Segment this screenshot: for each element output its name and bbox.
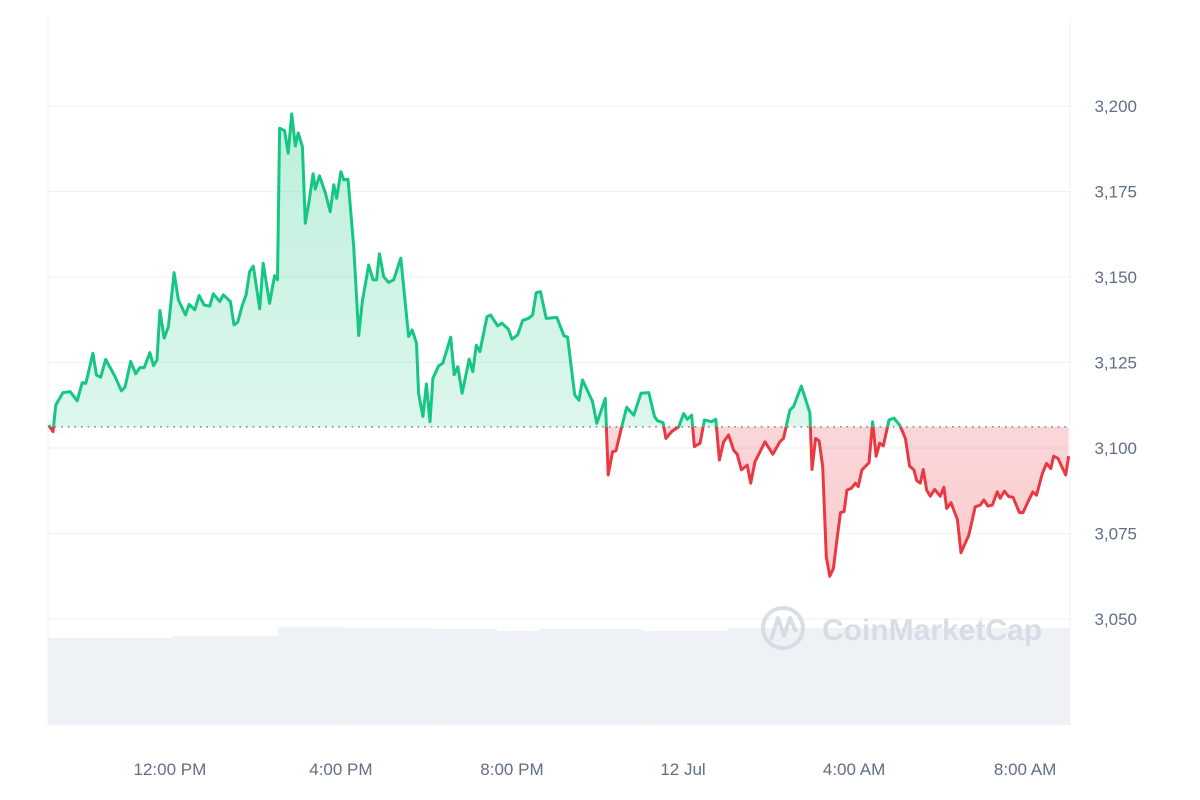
- x-tick-label: 4:00 PM: [309, 760, 372, 779]
- x-tick-label: 4:00 AM: [823, 760, 885, 779]
- y-axis: 3,200 3,175 3,150 3,125 3,100 3,075 3,050: [1094, 97, 1137, 629]
- volume-bar-1: [172, 635, 279, 725]
- area-fill-above-baseline: [48, 113, 901, 427]
- y-tick-label: 3,075: [1094, 525, 1137, 544]
- volume-bar-8: [727, 627, 1070, 725]
- watermark: CoinMarketCap: [761, 606, 1042, 650]
- x-tick-label: 8:00 PM: [480, 760, 543, 779]
- y-tick-label: 3,175: [1094, 183, 1137, 202]
- volume-bar-6: [539, 628, 642, 725]
- volume-bars: [48, 627, 1070, 725]
- y-tick-label: 3,100: [1094, 439, 1137, 458]
- volume-bar-4: [432, 628, 497, 725]
- volume-bar-3: [345, 627, 433, 725]
- x-axis: 12:00 PM 4:00 PM 8:00 PM 12 Jul 4:00 AM 8:00 …: [133, 760, 1056, 779]
- watermark-text: CoinMarketCap: [822, 614, 1042, 647]
- volume-bar-0: [48, 637, 173, 725]
- volume-bar-5: [496, 630, 540, 725]
- y-tick-label: 3,200: [1094, 97, 1137, 116]
- y-tick-label: 3,125: [1094, 354, 1137, 373]
- x-tick-label: 12 Jul: [660, 760, 705, 779]
- watermark-logo-mark: [769, 616, 798, 641]
- price-line-above-baseline: [47, 112, 903, 427]
- watermark-logo-icon: [761, 606, 805, 650]
- y-tick-label: 3,050: [1094, 610, 1137, 629]
- area-fill-below-baseline: [48, 426, 1069, 577]
- y-tick-label: 3,150: [1094, 268, 1137, 287]
- price-line-below-baseline: [48, 426, 1071, 578]
- volume-bar-2: [278, 627, 346, 725]
- x-tick-label: 12:00 PM: [133, 760, 206, 779]
- volume-bar-7: [641, 630, 728, 725]
- x-tick-label: 8:00 AM: [994, 760, 1056, 779]
